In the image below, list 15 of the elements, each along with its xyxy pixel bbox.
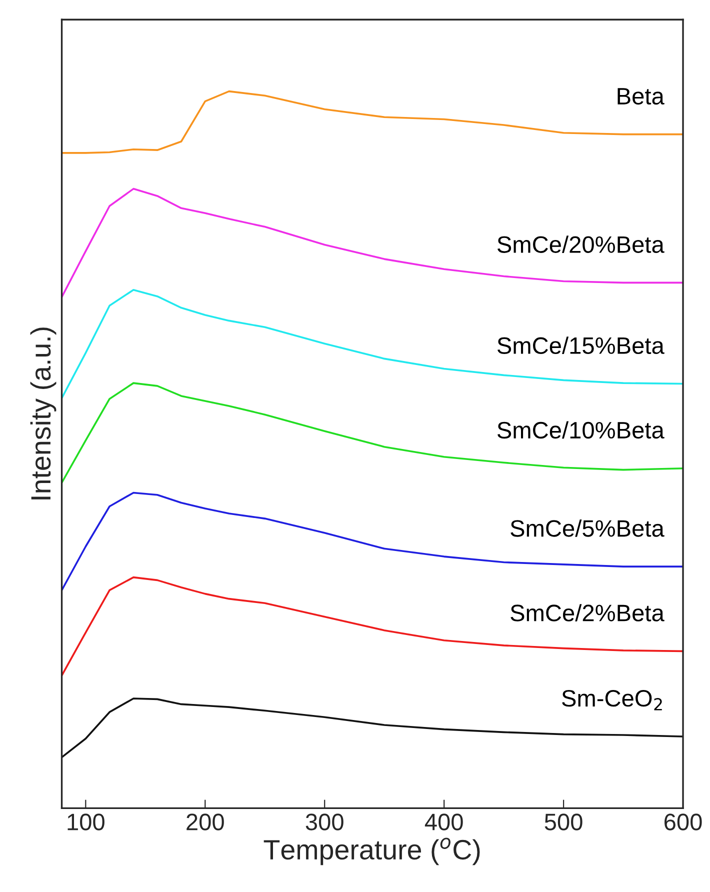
x-axis-title: Temperature ($^{o}$C) [264, 838, 480, 866]
series-label: Sm-CeO$_{2}$ [562, 690, 662, 710]
series-label: SmCe/15%Beta [497, 336, 664, 354]
series-label: SmCe/20%Beta [497, 236, 664, 253]
x-tick-label: 200 [186, 814, 224, 830]
x-tick-label: 500 [544, 814, 582, 830]
x-tick-label: 100 [68, 814, 104, 830]
series-label: SmCe/10%Beta [497, 421, 664, 439]
x-tick-label: 400 [424, 814, 463, 830]
x-tick-label: 300 [306, 814, 344, 830]
series-label: SmCe/2%Beta [510, 604, 664, 622]
x-tick-label: 600 [664, 814, 702, 830]
y-axis-title: Intensity (a.u.) [30, 328, 56, 500]
series-label: Beta [618, 88, 664, 105]
series-label: SmCe/5%Beta [510, 519, 664, 537]
